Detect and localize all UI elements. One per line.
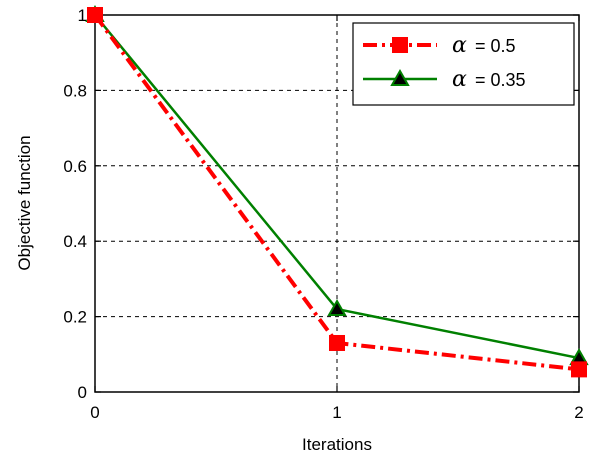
x-tick-label: 1 <box>332 403 341 422</box>
legend-marker-2 <box>390 68 410 86</box>
y-tick-label: 1 <box>78 6 87 25</box>
series-1-point <box>87 7 103 23</box>
legend-symbol-2: α <box>452 67 467 92</box>
legend-box <box>352 22 575 106</box>
y-tick-label: 0.6 <box>63 157 87 176</box>
axis-ticks: 0 0.2 0.4 0.6 0.8 1 0 1 2 <box>63 6 583 422</box>
legend-label-1: = 0.5 <box>475 36 516 56</box>
x-tick-label: 0 <box>90 403 99 422</box>
y-tick-label: 0 <box>78 383 87 402</box>
legend-symbol-1: α <box>452 33 467 58</box>
y-tick-label: 0.8 <box>63 81 87 100</box>
series-1-point <box>571 361 587 378</box>
legend-marker-1 <box>392 37 408 53</box>
series-1-point <box>329 334 345 351</box>
y-tick-label: 0.2 <box>63 308 87 327</box>
series-markers <box>85 4 589 378</box>
legend-label-2: = 0.35 <box>475 70 526 90</box>
y-axis-label: Objective function <box>15 135 34 270</box>
legend: α = 0.5 α = 0.35 <box>352 22 575 106</box>
y-tick-label: 0.4 <box>63 232 87 251</box>
x-tick-label: 2 <box>574 403 583 422</box>
x-axis-label: Iterations <box>302 435 372 454</box>
series-2-point <box>327 299 347 317</box>
